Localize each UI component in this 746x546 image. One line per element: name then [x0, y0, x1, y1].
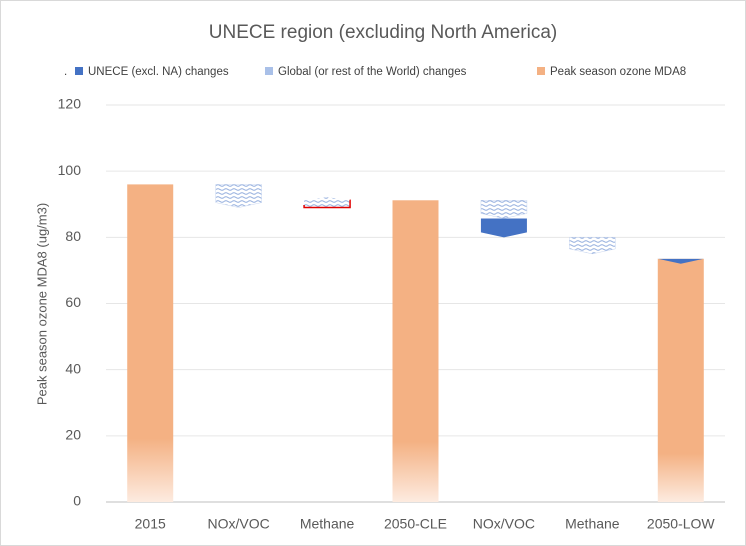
change-bar	[657, 258, 704, 264]
y-tick-label: 60	[65, 294, 81, 310]
legend-note: .	[64, 66, 67, 78]
y-tick-label: 0	[73, 493, 81, 509]
x-tick-label: NOx/VOC	[208, 516, 270, 532]
y-tick-label: 20	[65, 427, 81, 443]
legend-label: Peak season ozone MDA8	[550, 66, 686, 78]
legend-swatch	[537, 67, 545, 75]
y-axis-label: Peak season ozone MDA8 (ug/m3)	[34, 203, 49, 405]
y-tick-label: 100	[58, 162, 82, 178]
change-bar	[569, 237, 616, 255]
chart-title: UNECE region (excluding North America)	[209, 22, 557, 43]
change-bar	[215, 184, 262, 208]
x-tick-label: 2015	[135, 516, 166, 532]
legend-label: UNECE (excl. NA) changes	[88, 66, 229, 78]
change-bar	[480, 200, 528, 219]
total-bar	[392, 200, 439, 502]
total-bar	[127, 184, 174, 502]
y-tick-label: 120	[58, 96, 82, 112]
x-tick-label: 2050-LOW	[647, 516, 715, 532]
y-tick-label: 40	[65, 360, 81, 376]
legend-swatch	[75, 67, 83, 75]
x-tick-label: Methane	[300, 516, 355, 532]
y-tick-label: 80	[65, 228, 81, 244]
total-bar	[657, 258, 704, 502]
x-tick-label: NOx/VOC	[473, 516, 535, 532]
change-bar	[480, 218, 527, 238]
x-tick-label: 2050-CLE	[384, 516, 447, 532]
x-tick-label: Methane	[565, 516, 620, 532]
change-bar	[303, 196, 351, 209]
legend-label: Global (or rest of the World) changes	[278, 66, 467, 78]
legend-swatch	[265, 67, 273, 75]
